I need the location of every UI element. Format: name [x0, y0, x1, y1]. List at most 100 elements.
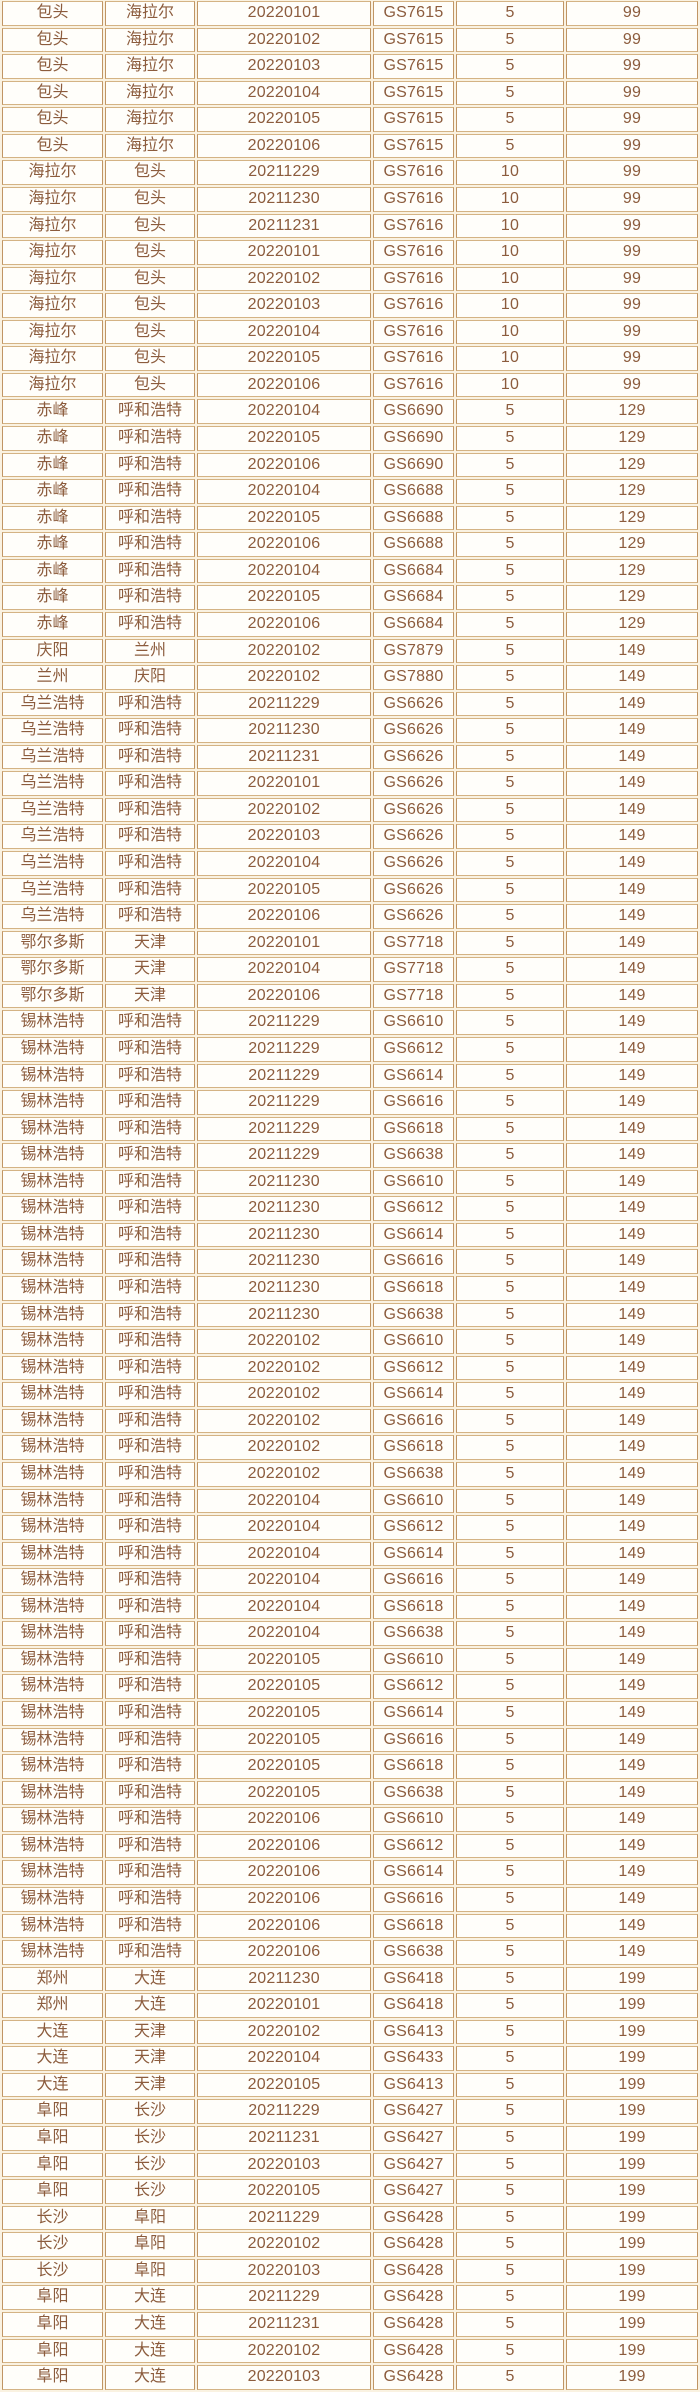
cell-origin-city: 乌兰浩特 — [2, 851, 103, 876]
cell-flight-number: GS6638 — [373, 1461, 454, 1487]
table-row: 锡林浩特 呼和浩特 20220104 GS6614 5 149 — [2, 1541, 698, 1567]
table-row: 鄂尔多斯 天津 20220101 GS7718 5 149 — [2, 930, 698, 956]
cell-flight-date: 20220106 — [197, 133, 371, 159]
cell-price: 99 — [566, 346, 698, 371]
cell-quantity: 5 — [456, 2179, 564, 2204]
cell-flight-number: GS7718 — [373, 930, 454, 956]
cell-price: 149 — [566, 824, 698, 849]
table-row: 锡林浩特 呼和浩特 20211230 GS6618 5 149 — [2, 1276, 698, 1301]
cell-flight-number: GS6626 — [373, 824, 454, 849]
cell-origin-city: 锡林浩特 — [2, 1541, 103, 1567]
cell-price: 149 — [566, 904, 698, 929]
table-row: 大连 天津 20220102 GS6413 5 199 — [2, 2019, 698, 2045]
cell-quantity: 5 — [456, 1222, 564, 1248]
cell-destination-city: 呼和浩特 — [105, 505, 195, 531]
cell-destination-city: 呼和浩特 — [105, 1780, 195, 1806]
cell-quantity: 5 — [456, 1807, 564, 1832]
cell-destination-city: 呼和浩特 — [105, 824, 195, 849]
cell-destination-city: 大连 — [105, 2365, 195, 2390]
cell-quantity: 5 — [456, 2152, 564, 2178]
cell-destination-city: 天津 — [105, 2046, 195, 2071]
cell-flight-number: GS6428 — [373, 2205, 454, 2231]
cell-quantity: 5 — [456, 691, 564, 717]
cell-flight-date: 20220106 — [197, 372, 371, 398]
table-row: 海拉尔 包头 20220101 GS7616 10 99 — [2, 240, 698, 265]
cell-destination-city: 长沙 — [105, 2126, 195, 2151]
cell-origin-city: 锡林浩特 — [2, 1754, 103, 1779]
cell-destination-city: 呼和浩特 — [105, 1196, 195, 1221]
cell-quantity: 5 — [456, 1116, 564, 1142]
cell-price: 149 — [566, 1940, 698, 1965]
cell-flight-date: 20211230 — [197, 1222, 371, 1248]
cell-origin-city: 锡林浩特 — [2, 1143, 103, 1168]
table-row: 阜阳 大连 20211231 GS6428 5 199 — [2, 2311, 698, 2337]
cell-flight-number: GS6690 — [373, 399, 454, 424]
cell-destination-city: 呼和浩特 — [105, 1727, 195, 1753]
cell-destination-city: 呼和浩特 — [105, 1913, 195, 1939]
cell-flight-number: GS6616 — [373, 1090, 454, 1115]
cell-destination-city: 呼和浩特 — [105, 1302, 195, 1328]
cell-price: 149 — [566, 877, 698, 903]
cell-origin-city: 乌兰浩特 — [2, 877, 103, 903]
cell-destination-city: 呼和浩特 — [105, 1940, 195, 1965]
cell-origin-city: 赤峰 — [2, 399, 103, 424]
cell-quantity: 5 — [456, 824, 564, 849]
table-row: 长沙 阜阳 20220103 GS6428 5 199 — [2, 2258, 698, 2284]
table-row: 锡林浩特 呼和浩特 20220104 GS6638 5 149 — [2, 1621, 698, 1646]
cell-price: 149 — [566, 1116, 698, 1142]
cell-quantity: 10 — [456, 213, 564, 239]
cell-origin-city: 锡林浩特 — [2, 1302, 103, 1328]
cell-flight-date: 20220101 — [197, 240, 371, 265]
cell-flight-number: GS6413 — [373, 2019, 454, 2045]
table-row: 锡林浩特 呼和浩特 20220104 GS6618 5 149 — [2, 1594, 698, 1620]
cell-flight-number: GS6612 — [373, 1196, 454, 1221]
cell-price: 149 — [566, 665, 698, 690]
cell-destination-city: 呼和浩特 — [105, 1249, 195, 1274]
cell-destination-city: 包头 — [105, 186, 195, 212]
cell-quantity: 5 — [456, 1754, 564, 1779]
cell-quantity: 5 — [456, 2046, 564, 2071]
cell-flight-number: GS6418 — [373, 1993, 454, 2018]
cell-flight-number: GS6428 — [373, 2311, 454, 2337]
table-row: 大连 天津 20220104 GS6433 5 199 — [2, 2046, 698, 2071]
cell-destination-city: 呼和浩特 — [105, 1222, 195, 1248]
cell-destination-city: 长沙 — [105, 2099, 195, 2124]
cell-flight-date: 20220105 — [197, 1780, 371, 1806]
table-row: 锡林浩特 呼和浩特 20220104 GS6612 5 149 — [2, 1515, 698, 1540]
cell-origin-city: 大连 — [2, 2019, 103, 2045]
table-row: 乌兰浩特 呼和浩特 20220105 GS6626 5 149 — [2, 877, 698, 903]
cell-destination-city: 海拉尔 — [105, 80, 195, 106]
cell-origin-city: 海拉尔 — [2, 186, 103, 212]
cell-flight-number: GS6614 — [373, 1063, 454, 1089]
cell-flight-date: 20211229 — [197, 1116, 371, 1142]
cell-flight-number: GS6433 — [373, 2046, 454, 2071]
cell-origin-city: 海拉尔 — [2, 319, 103, 345]
cell-flight-date: 20220102 — [197, 2019, 371, 2045]
cell-flight-number: GS6688 — [373, 505, 454, 531]
cell-price: 149 — [566, 1036, 698, 1062]
cell-quantity: 5 — [456, 851, 564, 876]
cell-origin-city: 大连 — [2, 2072, 103, 2098]
cell-price: 149 — [566, 1621, 698, 1646]
cell-flight-number: GS6610 — [373, 1329, 454, 1354]
cell-quantity: 5 — [456, 2126, 564, 2151]
cell-flight-number: GS6610 — [373, 1647, 454, 1673]
table-row: 锡林浩特 呼和浩特 20220104 GS6610 5 149 — [2, 1488, 698, 1514]
cell-destination-city: 呼和浩特 — [105, 1568, 195, 1593]
cell-price: 99 — [566, 319, 698, 345]
cell-quantity: 10 — [456, 372, 564, 398]
cell-destination-city: 呼和浩特 — [105, 1408, 195, 1434]
cell-price: 99 — [566, 266, 698, 292]
cell-flight-date: 20220103 — [197, 2152, 371, 2178]
cell-origin-city: 锡林浩特 — [2, 1196, 103, 1221]
cell-flight-date: 20220106 — [197, 532, 371, 557]
table-row: 锡林浩特 呼和浩特 20211230 GS6614 5 149 — [2, 1222, 698, 1248]
cell-destination-city: 呼和浩特 — [105, 1701, 195, 1726]
cell-quantity: 5 — [456, 797, 564, 823]
cell-flight-date: 20220104 — [197, 1515, 371, 1540]
table-row: 海拉尔 包头 20220106 GS7616 10 99 — [2, 372, 698, 398]
cell-quantity: 5 — [456, 1966, 564, 1992]
cell-price: 149 — [566, 1169, 698, 1195]
cell-origin-city: 锡林浩特 — [2, 1807, 103, 1832]
cell-destination-city: 呼和浩特 — [105, 797, 195, 823]
